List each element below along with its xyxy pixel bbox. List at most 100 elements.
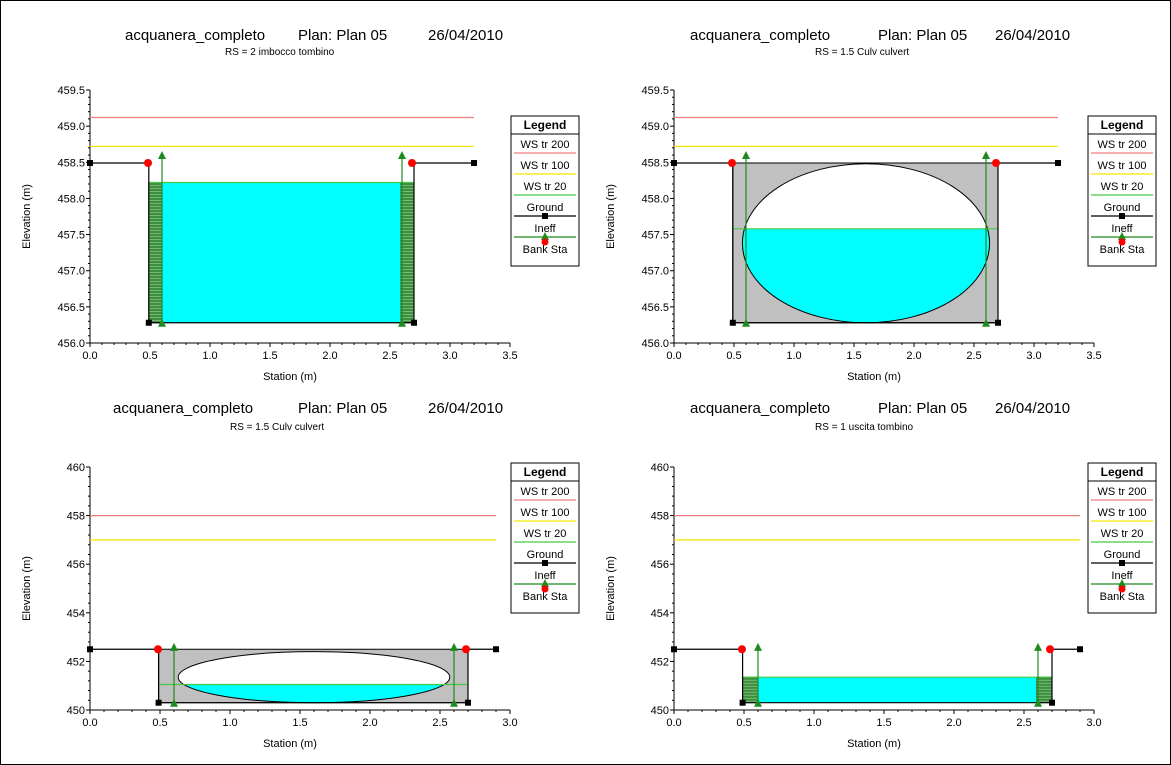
legend-item-ws-tr-100: WS tr 100 [521,507,570,519]
x-tick-label: 1.0 [202,350,217,362]
ineff-marker [982,318,990,327]
ground-point [995,319,1001,326]
x-tick-label: 1.0 [806,717,821,729]
ineff-marker [742,318,750,327]
ground-line [90,162,474,324]
x-tick-label: 0.5 [152,717,167,729]
bank-sta-marker [728,159,736,168]
ineff-marker [754,642,762,651]
y-tick-label: 456.5 [57,302,85,314]
legend-item-ineff: Ineff [1111,570,1133,582]
legend-item-ground: Ground [527,202,564,214]
water-fill [742,677,1052,703]
legend-ground-marker [542,213,548,219]
legend: Legend WS tr 200 WS tr 100 WS tr 20 Ground In… [510,462,580,614]
ground-point [411,319,417,326]
legend-bank-marker [541,238,549,246]
ground-line [674,648,1080,704]
ground-point [1049,699,1055,706]
chart-plan: Plan: Plan 05 [298,400,387,417]
x-tick-label: 0.0 [82,350,97,362]
y-tick-label: 460 [67,462,85,474]
ground-point [493,646,499,653]
x-tick-label: 0.0 [666,717,681,729]
legend-item-ground: Ground [1104,549,1141,561]
chart-plan: Plan: Plan 05 [298,27,387,44]
y-axis-label: Elevation (m) [21,184,33,249]
x-axis-label: Station (m) [847,738,901,750]
legend-title: Legend [524,465,567,479]
x-tick-label: 3.5 [502,350,517,362]
water-fill [148,182,415,323]
x-tick-label: 1.5 [846,350,861,362]
x-tick-label: 0.5 [142,350,157,362]
ineff-marker [158,318,166,327]
legend-item-ws-tr-200: WS tr 200 [1098,139,1147,151]
legend-item-ws-tr-200: WS tr 200 [521,139,570,151]
y-tick-label: 459.5 [641,85,669,97]
legend-item-ws-tr-200: WS tr 200 [521,486,570,498]
ground-point [465,699,471,706]
ineff-marker [742,151,750,160]
y-tick-label: 450 [67,705,85,717]
y-tick-label: 454 [67,608,85,620]
y-tick-label: 456 [67,559,85,571]
x-tick-label: 0.0 [666,350,681,362]
legend-item-ground: Ground [527,549,564,561]
y-axis-label: Elevation (m) [605,184,617,249]
x-tick-label: 1.5 [292,717,307,729]
y-tick-label: 456.0 [641,338,669,350]
x-tick-label: 1.5 [876,717,891,729]
x-tick-label: 0.5 [736,717,751,729]
legend-item-ws-tr-100: WS tr 100 [1098,507,1147,519]
chart-subtitle: RS = 1.5 Culv culvert [230,422,324,433]
chart-date: 26/04/2010 [995,400,1070,417]
chart-title: acquanera_completo [113,400,253,417]
ineff-marker [450,642,458,651]
chart-date: 26/04/2010 [995,27,1070,44]
legend-ground-marker [1119,560,1125,566]
legend-bank-marker [1118,238,1126,246]
x-tick-label: 1.0 [222,717,237,729]
x-tick-label: 2.5 [1016,717,1031,729]
ineff-marker [398,318,406,327]
y-tick-label: 454 [651,608,669,620]
legend-item-ws-tr-200: WS tr 200 [1098,486,1147,498]
x-axis-label: Station (m) [263,738,317,750]
x-axis-label: Station (m) [263,371,317,383]
y-tick-label: 457.0 [641,266,669,278]
legend-bank-marker [541,585,549,593]
x-tick-label: 0.0 [82,717,97,729]
x-tick-label: 3.0 [1026,350,1041,362]
y-tick-label: 459.0 [57,121,85,133]
ground-point [739,699,746,706]
x-tick-label: 3.0 [502,717,517,729]
ground-point [471,160,477,167]
wall-block [1036,676,1053,704]
bank-sta-marker [144,159,152,168]
y-tick-label: 458.0 [57,193,85,205]
x-tick-label: 0.5 [726,350,741,362]
y-axis-label: Elevation (m) [21,556,33,621]
chart-date: 26/04/2010 [428,27,503,44]
legend-item-ws-tr-20: WS tr 20 [524,528,567,540]
chart-title: acquanera_completo [125,27,265,44]
ineff-marker [1034,698,1042,707]
legend-item-ineff: Ineff [534,223,556,235]
x-tick-label: 2.0 [322,350,337,362]
legend-ineff-marker [541,579,549,587]
y-tick-label: 458.5 [641,157,669,169]
chart-plan: Plan: Plan 05 [878,27,967,44]
y-tick-label: 457.5 [641,230,669,242]
chart-panel-2: acquanera_completo Plan: Plan 05 26/04/201… [605,27,1157,383]
bank-sta-marker [738,645,746,654]
legend: Legend WS tr 200 WS tr 100 WS tr 20 Ground In… [510,115,580,267]
legend: Legend WS tr 200 WS tr 100 WS tr 20 Ground In… [1087,462,1157,614]
legend-title: Legend [1101,118,1144,132]
ground-point [87,646,93,653]
legend-item-ws-tr-20: WS tr 20 [524,181,567,193]
x-tick-label: 1.5 [262,350,277,362]
chart-plan: Plan: Plan 05 [878,400,967,417]
ground-point [155,699,162,706]
